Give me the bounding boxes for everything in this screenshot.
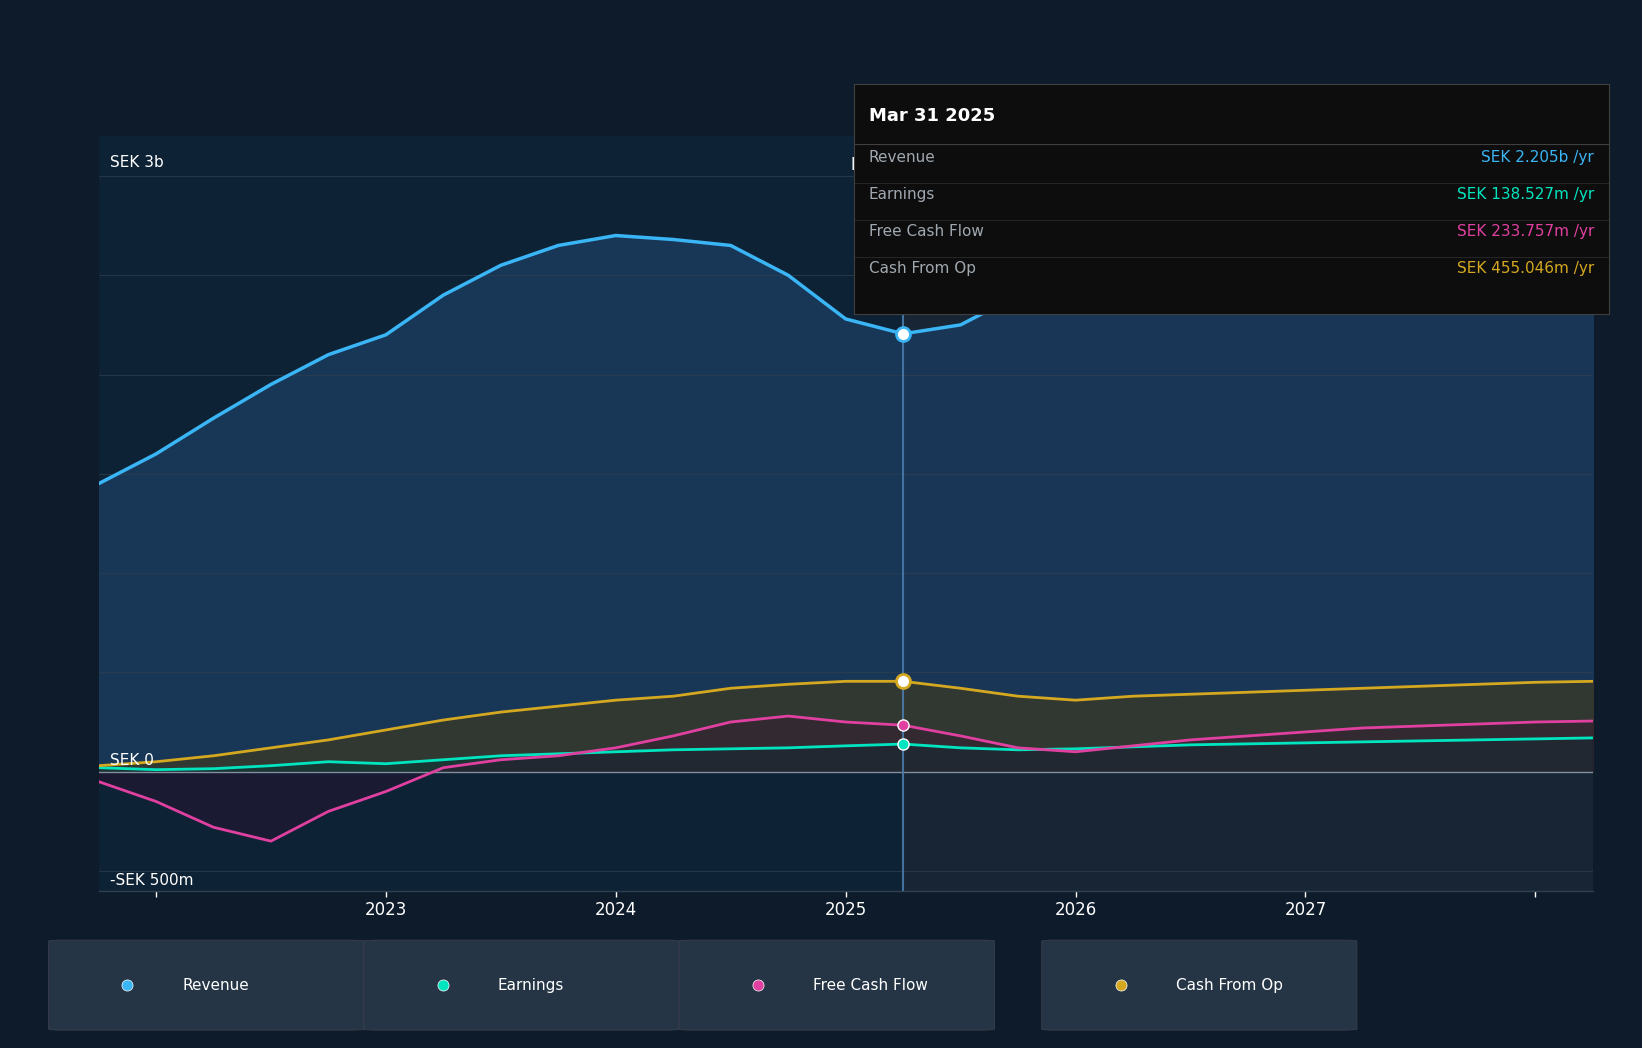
Text: SEK 3b: SEK 3b bbox=[110, 155, 164, 170]
FancyBboxPatch shape bbox=[1041, 940, 1356, 1030]
Text: Free Cash Flow: Free Cash Flow bbox=[869, 224, 984, 239]
Text: Earnings: Earnings bbox=[498, 978, 565, 992]
Text: SEK 2.205b /yr: SEK 2.205b /yr bbox=[1481, 150, 1594, 166]
Text: Analysts Forecasts: Analysts Forecasts bbox=[915, 156, 1069, 174]
Text: -SEK 500m: -SEK 500m bbox=[110, 873, 194, 888]
Bar bbox=[903, 136, 1593, 891]
FancyBboxPatch shape bbox=[49, 940, 365, 1030]
Text: Cash From Op: Cash From Op bbox=[869, 261, 975, 276]
Text: SEK 0: SEK 0 bbox=[110, 752, 154, 768]
Text: Earnings: Earnings bbox=[869, 187, 936, 202]
Text: Cash From Op: Cash From Op bbox=[1176, 978, 1282, 992]
Text: SEK 138.527m /yr: SEK 138.527m /yr bbox=[1456, 187, 1594, 202]
Text: SEK 233.757m /yr: SEK 233.757m /yr bbox=[1456, 224, 1594, 239]
FancyBboxPatch shape bbox=[365, 940, 680, 1030]
Text: Past: Past bbox=[851, 156, 892, 174]
Text: Revenue: Revenue bbox=[869, 150, 936, 166]
Bar bbox=[99, 136, 903, 891]
Text: Mar 31 2025: Mar 31 2025 bbox=[869, 107, 995, 125]
FancyBboxPatch shape bbox=[680, 940, 995, 1030]
Text: Free Cash Flow: Free Cash Flow bbox=[813, 978, 928, 992]
Text: SEK 455.046m /yr: SEK 455.046m /yr bbox=[1456, 261, 1594, 276]
Text: Revenue: Revenue bbox=[182, 978, 250, 992]
